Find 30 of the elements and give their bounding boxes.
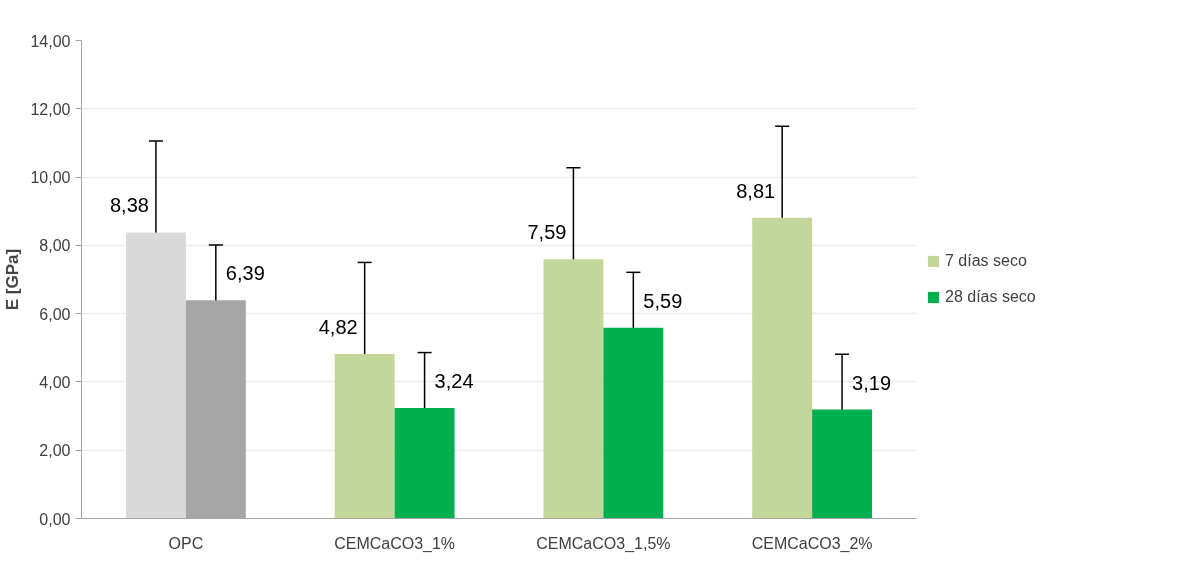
- x-tick-label: CEMCaCO3_1,5%: [536, 534, 671, 553]
- bar: [543, 259, 604, 519]
- data-label: 3,24: [434, 369, 474, 392]
- y-tick-label: 6,00: [39, 305, 71, 323]
- data-label: 4,82: [318, 315, 358, 338]
- y-tick-label: 2,00: [39, 442, 71, 460]
- bar: [394, 407, 455, 519]
- x-tick-label: OPC: [168, 534, 204, 552]
- y-axis-title: E [GPa]: [3, 248, 23, 311]
- bar: [603, 327, 664, 519]
- y-tick-label: 4,00: [39, 373, 71, 391]
- bar: [752, 217, 813, 519]
- data-label: 8,38: [109, 194, 149, 217]
- y-tick-label: 8,00: [39, 237, 71, 255]
- x-tick-label: CEMCaCO3_1%: [334, 534, 456, 553]
- bar: [125, 232, 186, 519]
- y-tick-label: 10,00: [30, 169, 71, 187]
- data-label: 3,19: [852, 371, 892, 394]
- data-label: 5,59: [643, 289, 683, 312]
- bar: [334, 353, 395, 519]
- data-label: 8,81: [736, 179, 776, 202]
- y-tick-label: 12,00: [30, 100, 71, 118]
- y-tick-label: 14,00: [30, 32, 71, 50]
- y-tick-label: 0,00: [39, 510, 71, 528]
- x-tick-label: CEMCaCO3_2%: [751, 534, 873, 553]
- legend-label: 7 días seco: [945, 252, 1027, 270]
- bar: [812, 409, 873, 519]
- data-label: 6,39: [225, 262, 265, 285]
- legend-label: 28 días seco: [945, 288, 1036, 306]
- data-label: 7,59: [527, 221, 567, 244]
